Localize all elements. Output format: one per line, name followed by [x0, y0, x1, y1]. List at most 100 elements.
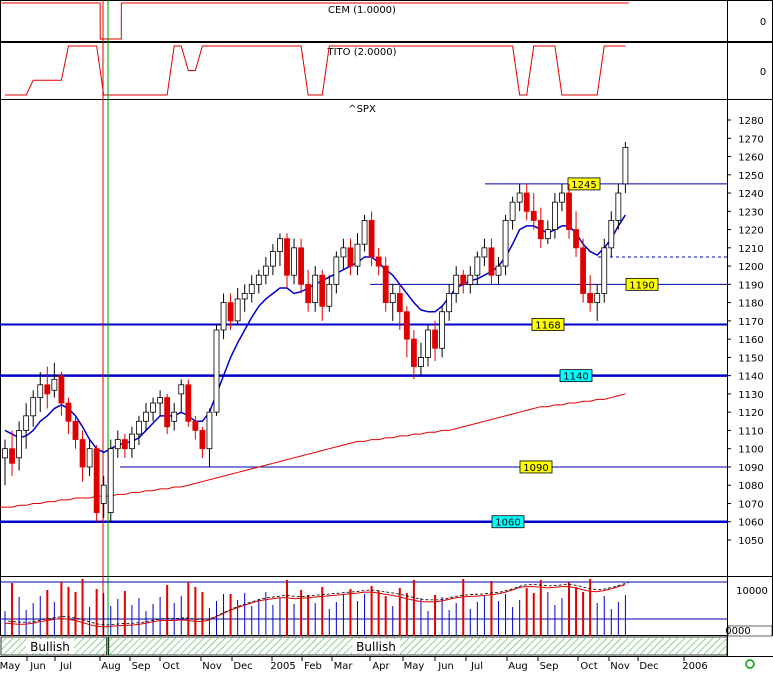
- support-badge-1245: [567, 177, 601, 191]
- price-y-tick-label: 1110: [738, 426, 763, 437]
- price-y-tick-label: 1080: [738, 481, 763, 492]
- price-y-tick-label: 1240: [738, 189, 763, 200]
- support-badge-1190: [625, 277, 659, 291]
- candle-body: [340, 247, 347, 258]
- candle-body: [460, 274, 467, 285]
- candle-body: [389, 293, 396, 304]
- price-y-tick-label: 1220: [738, 226, 763, 237]
- x-tick-label: Oct: [162, 661, 179, 672]
- candle-body: [580, 247, 586, 294]
- bullish-band-label-bg: [352, 639, 400, 653]
- candle-body: [425, 329, 431, 358]
- price-y-tick-label: 1180: [738, 299, 763, 310]
- price-panel-frame: [0, 99, 773, 577]
- support-badge-label-1168: 1168: [535, 321, 560, 332]
- candle-body: [439, 311, 446, 349]
- candle-body: [410, 338, 417, 367]
- candle-body: [37, 384, 44, 398]
- volume-scale-label: 0000: [725, 626, 750, 637]
- candle-body: [354, 243, 361, 267]
- candle-body: [509, 201, 516, 221]
- candle-body: [213, 329, 220, 413]
- x-tick-label: Oct: [580, 661, 597, 672]
- candle-body: [361, 220, 368, 245]
- candle-body: [544, 229, 551, 240]
- candle-body: [284, 238, 290, 276]
- candle-body: [255, 274, 262, 285]
- candle-body: [44, 384, 51, 395]
- candle-body: [453, 274, 460, 294]
- price-y-tick-label: 1210: [738, 244, 763, 255]
- candle-body: [136, 420, 142, 435]
- candle-body: [432, 329, 438, 349]
- candle-body: [199, 430, 206, 450]
- price-y-tick-label: 1160: [738, 335, 763, 346]
- candle-body: [143, 411, 149, 422]
- candle-body: [291, 247, 297, 276]
- candle-body: [277, 238, 283, 252]
- candle-body: [262, 265, 269, 276]
- candle-body: [16, 430, 23, 459]
- x-tick-label: Nov: [202, 661, 222, 672]
- price-y-tick-label: 1200: [738, 262, 763, 273]
- candle-body: [530, 210, 537, 221]
- candle-body: [79, 439, 86, 468]
- candle-body: [107, 448, 114, 514]
- support-badge-label-1245: 1245: [571, 180, 596, 191]
- support-badge-1140: [559, 369, 593, 383]
- candle-body: [23, 415, 30, 431]
- candle-body: [30, 397, 37, 417]
- candle-body: [241, 293, 248, 300]
- x-tick-label: Apr: [372, 661, 390, 672]
- x-tick-label: Aug: [508, 661, 528, 672]
- candle-body: [347, 247, 354, 267]
- candle-body: [227, 302, 234, 322]
- candle-body: [594, 293, 601, 304]
- candle-body: [573, 229, 579, 249]
- tito-zero-label: 0: [760, 67, 766, 78]
- x-tick-label: Sep: [540, 661, 559, 672]
- candle-body: [128, 433, 135, 450]
- support-badge-label-1060: 1060: [495, 518, 520, 529]
- candle-body: [502, 220, 509, 267]
- candle-body: [164, 397, 171, 428]
- candle-body: [368, 220, 375, 258]
- candle-body: [488, 247, 495, 276]
- candle-body: [269, 251, 276, 267]
- x-tick-label: Mar: [334, 661, 354, 672]
- candle-body: [150, 402, 156, 413]
- volume-tick-label: 10000: [736, 586, 768, 597]
- candle-body: [375, 256, 382, 267]
- x-tick-label: 2006: [682, 661, 707, 672]
- oscillator-signal-line: [7, 582, 629, 626]
- candle-body: [537, 220, 544, 240]
- candle-body: [403, 311, 410, 340]
- candle-body: [171, 411, 178, 422]
- price-y-tick-label: 1150: [738, 353, 763, 364]
- price-y-tick-label: 1190: [738, 280, 763, 291]
- x-tick-label: Jun: [437, 661, 454, 672]
- price-y-tick-label: 1090: [738, 463, 763, 474]
- candle-body: [305, 283, 312, 304]
- bullish-band-label: Bullish: [30, 640, 70, 654]
- support-badge-label-1190: 1190: [629, 280, 654, 291]
- x-tick-label: Feb: [304, 661, 322, 672]
- candle-body: [220, 302, 227, 331]
- x-tick-label: Jul: [470, 661, 483, 672]
- x-tick-label: Sep: [132, 661, 151, 672]
- candle-body: [178, 384, 185, 395]
- price-y-tick-label: 1130: [738, 390, 763, 401]
- candle-body: [185, 384, 192, 422]
- candle-body: [248, 283, 255, 294]
- candle-body: [319, 274, 326, 307]
- bullish-band-label: Bullish: [356, 640, 396, 654]
- candle-body: [65, 402, 72, 422]
- x-tick-label: Nov: [610, 661, 630, 672]
- support-badge-1060: [491, 515, 525, 529]
- support-badge-1090: [519, 460, 553, 474]
- candle-body: [58, 375, 65, 404]
- support-badge-label-1140: 1140: [563, 372, 588, 383]
- candle-body: [615, 192, 622, 221]
- candle-body: [418, 356, 424, 367]
